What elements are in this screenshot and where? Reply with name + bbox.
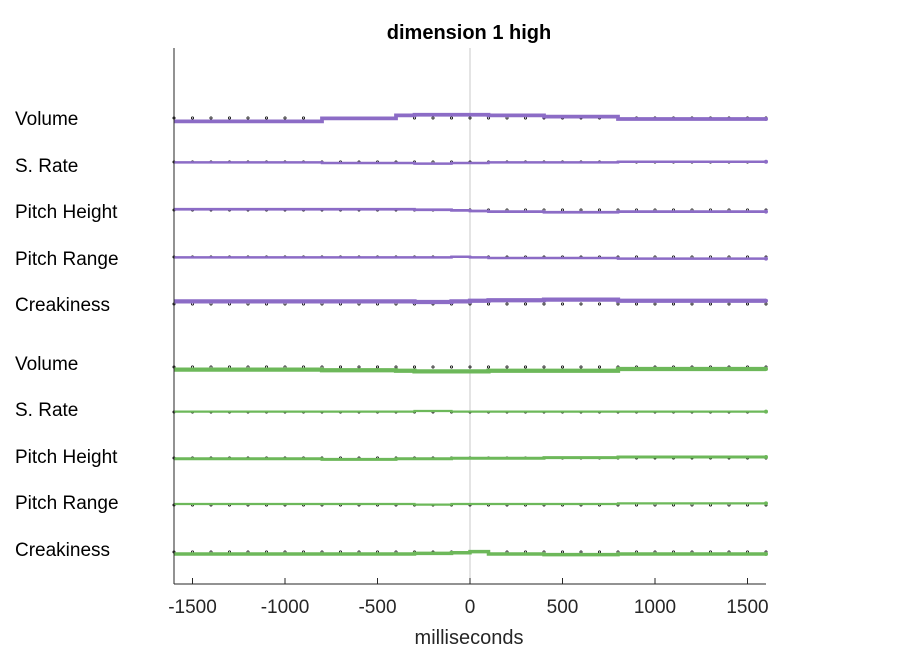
baseline-dot [431, 116, 435, 120]
series-line-volume [174, 112, 766, 124]
baseline-dot [227, 116, 231, 120]
baseline-dot [727, 302, 731, 306]
baseline-dot [616, 302, 620, 306]
baseline-dot [542, 365, 546, 369]
row-label-volume: Volume [15, 354, 78, 375]
baseline-dot [449, 116, 453, 120]
baseline-dot [190, 116, 194, 120]
x-tick-label: -500 [358, 597, 396, 618]
baseline-dot [394, 365, 398, 369]
baseline-dot [542, 302, 546, 306]
series-end-marker [764, 409, 768, 414]
row-label-creakiness: Creakiness [15, 295, 110, 316]
x-tick-label: 500 [547, 597, 579, 618]
baseline-dot [524, 365, 528, 369]
series-end-marker [764, 117, 768, 121]
baseline-dot [746, 302, 750, 306]
row-label-pitch-range: Pitch Range [15, 249, 119, 270]
series-line-s-rate [174, 160, 766, 165]
x-tick-label: 1000 [634, 597, 676, 618]
chart-title: dimension 1 high [387, 22, 551, 44]
baseline-dot [579, 550, 583, 554]
series-line-volume [174, 366, 766, 374]
row-label-volume: Volume [15, 109, 78, 130]
series-end-marker [764, 209, 768, 214]
baseline-dot [672, 302, 676, 306]
row-label-s-rate: S. Rate [15, 156, 78, 177]
series-end-marker [764, 455, 768, 459]
baseline-dot [486, 302, 490, 306]
series-line-creakiness [174, 297, 766, 305]
series-end-marker [764, 159, 768, 164]
baseline-dot [598, 550, 602, 554]
baseline-dot [246, 116, 250, 120]
baseline-dot [209, 116, 213, 120]
baseline-dot [561, 365, 565, 369]
baseline-dot [579, 302, 583, 306]
baseline-dot [412, 365, 416, 369]
row-label-s-rate: S. Rate [15, 400, 78, 421]
series-end-marker [764, 552, 768, 556]
row-label-pitch-height: Pitch Height [15, 202, 118, 223]
x-axis-ticks: -1500 -1000 -500 0 500 1000 1500 [168, 578, 769, 618]
baseline-dot [561, 302, 565, 306]
baseline-dot [468, 116, 472, 120]
baseline-dot [375, 365, 379, 369]
baseline-dot [468, 365, 472, 369]
series-lines [174, 112, 768, 557]
baseline-dot [653, 302, 657, 306]
baseline-dot [579, 365, 583, 369]
series-line-pitch-height [174, 207, 766, 214]
baseline-dot [357, 365, 361, 369]
series-end-marker [764, 256, 768, 261]
baseline-dot [635, 302, 639, 306]
baseline-dot [598, 302, 602, 306]
baseline-dot [264, 116, 268, 120]
x-tick-label: -1000 [261, 597, 310, 618]
baseline-dot [431, 365, 435, 369]
baseline-dot [486, 365, 490, 369]
row-label-creakiness: Creakiness [15, 540, 110, 561]
baseline-dot [301, 116, 305, 120]
series-end-marker [764, 367, 768, 371]
series-line-pitch-range [174, 502, 766, 506]
row-labels: Volume S. Rate Pitch Height Pitch Range Crea… [15, 109, 119, 561]
baseline-dot [524, 302, 528, 306]
baseline-dot [598, 208, 602, 212]
baseline-dot [709, 302, 713, 306]
baseline-dot [598, 365, 602, 369]
baseline-dot [764, 302, 768, 306]
x-axis-title: milliseconds [415, 627, 524, 649]
x-tick-label: 1500 [726, 597, 768, 618]
series-line-pitch-height [174, 455, 766, 461]
baseline-dot [505, 365, 509, 369]
series-end-marker [764, 501, 768, 506]
baseline-dot [449, 365, 453, 369]
baseline-dot [561, 208, 565, 212]
x-tick-label: 0 [465, 597, 476, 618]
series-end-marker [764, 298, 768, 303]
x-tick-label: -1500 [168, 597, 217, 618]
baseline-dot [561, 550, 565, 554]
row-label-pitch-height: Pitch Height [15, 447, 118, 468]
series-line-s-rate [174, 409, 766, 413]
baseline-dot [690, 302, 694, 306]
baseline-dot [579, 208, 583, 212]
row-label-pitch-range: Pitch Range [15, 493, 119, 514]
baseline-dot [283, 116, 287, 120]
baseline-dot [505, 302, 509, 306]
baseline-dot [338, 365, 342, 369]
series-line-pitch-range [174, 255, 766, 260]
series-line-creakiness [174, 549, 766, 557]
